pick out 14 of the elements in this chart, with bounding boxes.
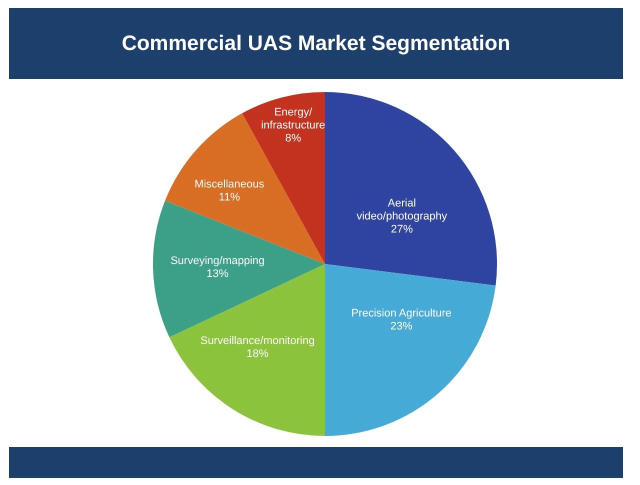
chart-title: Commercial UAS Market Segmentation — [120, 32, 512, 56]
slice-label: Precision Agriculture — [351, 307, 452, 320]
data-label: 18% — [246, 348, 269, 360]
data-label: 23% — [390, 320, 413, 332]
slice-label: Surveying/mapping — [170, 254, 265, 267]
slice-label: Miscellaneous — [194, 178, 265, 190]
slice-label: Aerial video/photography — [356, 198, 448, 223]
slice-label: Surveillance/monitoring — [200, 335, 315, 348]
data-label: 11% — [218, 191, 240, 204]
data-label: 8% — [285, 132, 302, 145]
data-label: 27% — [390, 224, 414, 236]
header-bar: Commercial UAS Market Segmentation — [9, 8, 623, 79]
data-label: 13% — [206, 268, 229, 280]
slice-label: Energy/infrastructure — [261, 106, 326, 132]
